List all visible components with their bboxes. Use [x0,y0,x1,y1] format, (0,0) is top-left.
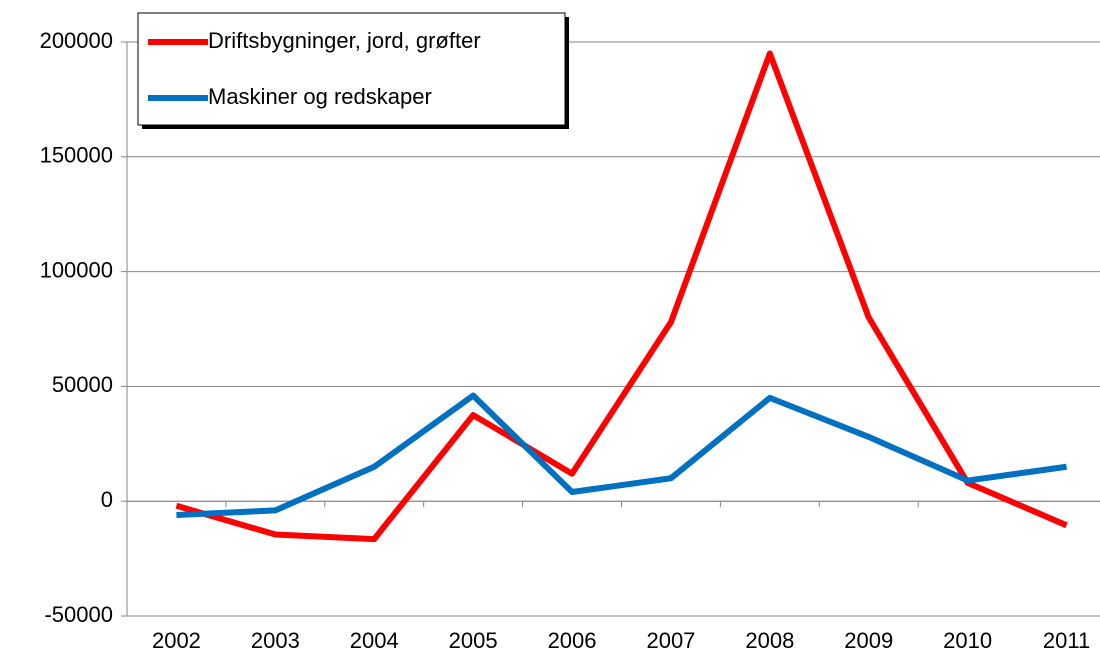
y-tick-label: 100000 [40,257,113,282]
x-tick-label: 2007 [646,628,695,653]
y-tick-label: 200000 [40,28,113,53]
x-tick-label: 2010 [943,628,992,653]
y-tick-label: 0 [101,487,113,512]
line-series [176,392,1067,518]
x-tick-label: 2004 [350,628,399,653]
x-tick-label: 2008 [745,628,794,653]
legend [137,12,566,126]
x-tick-label: 2011 [1043,628,1090,653]
y-tick-label: 150000 [40,143,113,168]
x-tick-label: 2003 [251,628,300,653]
x-tick-label: 2009 [844,628,893,653]
x-tick-label: 2006 [548,628,597,653]
y-tick-label: -50000 [44,602,113,627]
legend-label: Driftsbygninger, jord, grøfter [208,28,481,53]
x-tick-label: 2002 [152,628,201,653]
legend-label: Maskiner og redskaper [208,84,432,109]
x-tick-label: 2005 [449,628,498,653]
y-tick-label: 50000 [52,372,113,397]
line-series [175,50,1068,543]
